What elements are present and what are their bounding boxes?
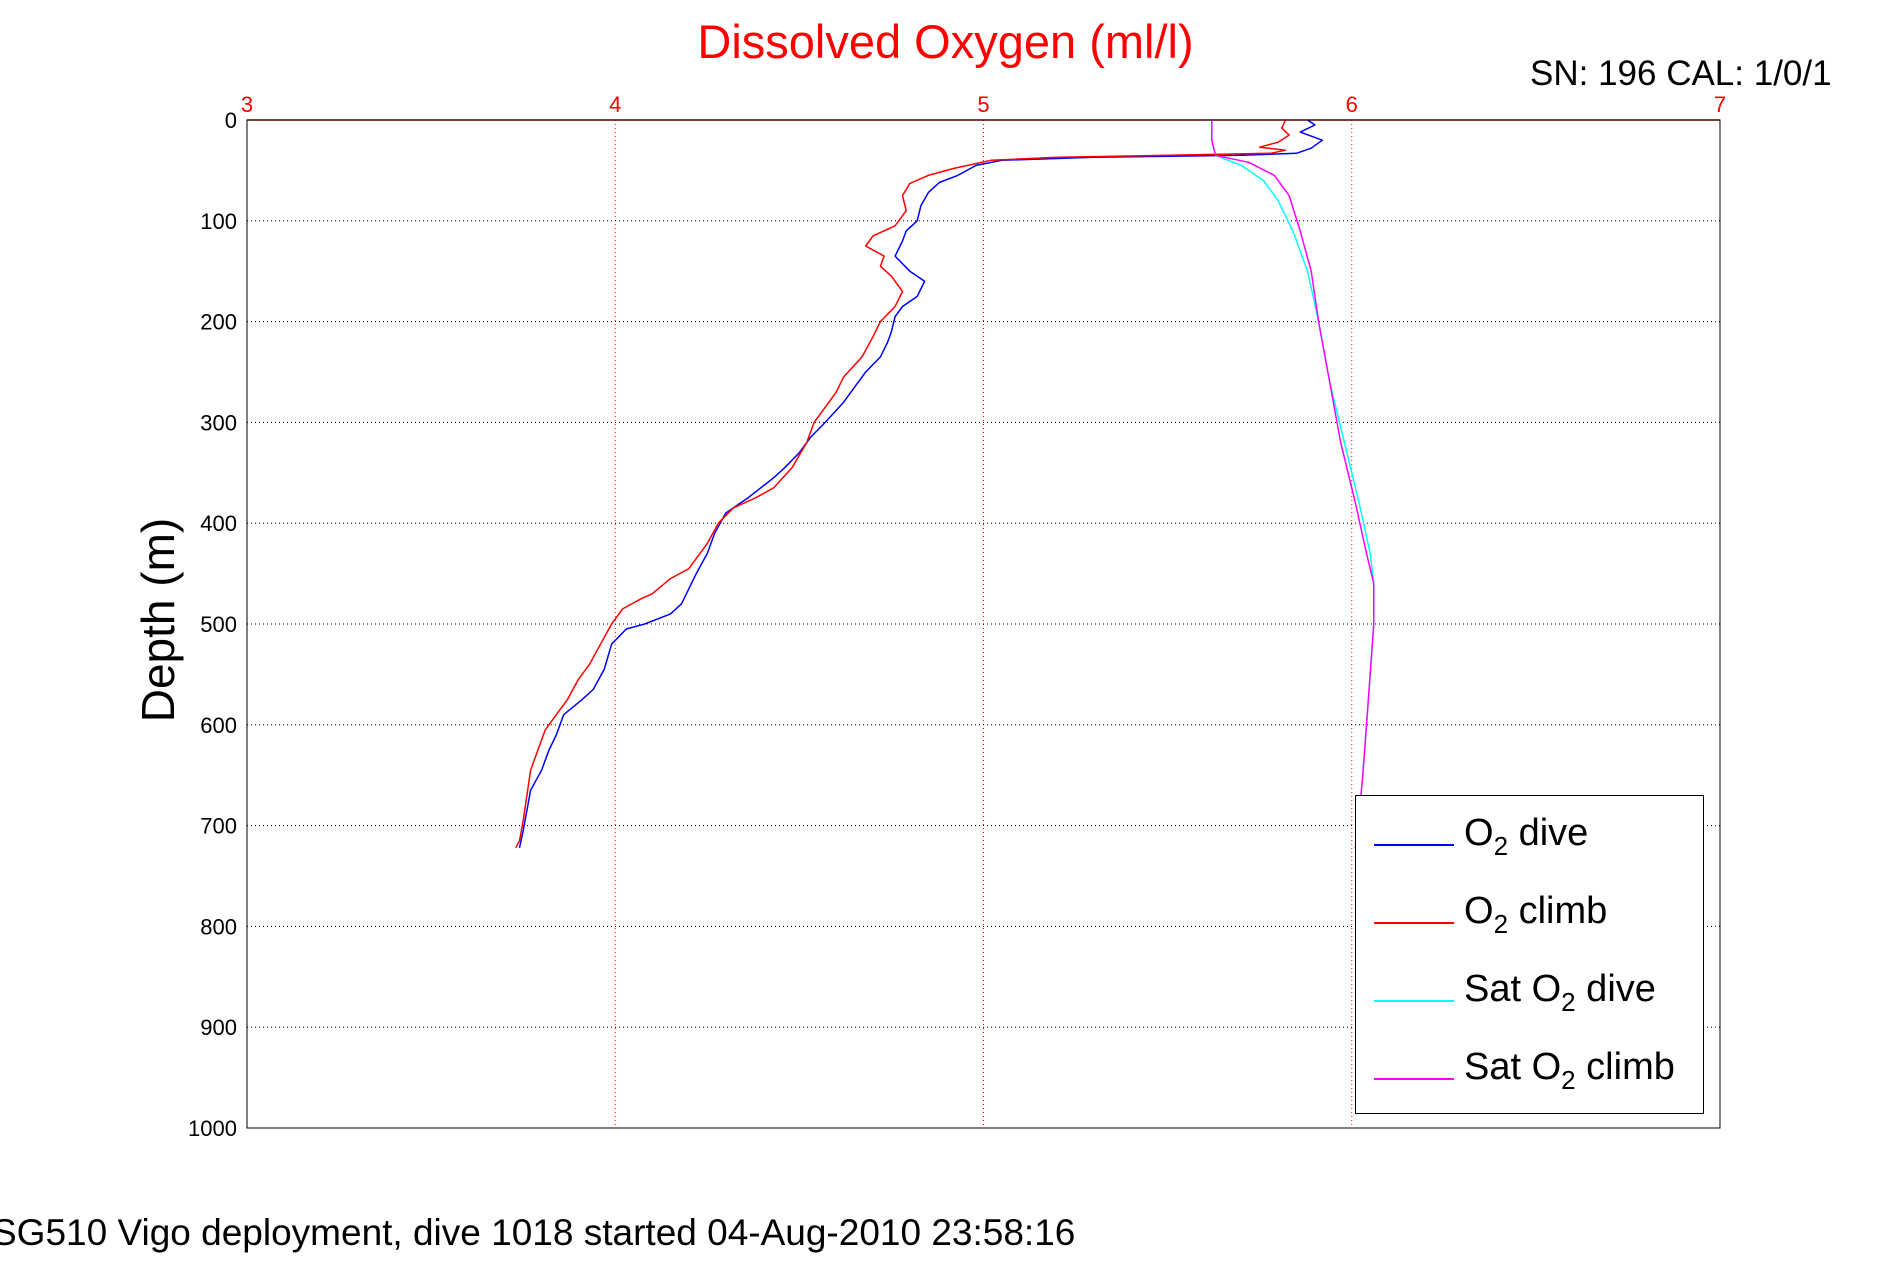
legend-swatch-sat-o2-dive — [1374, 1000, 1454, 1002]
y-tick-label: 0 — [225, 108, 237, 133]
legend-label-sat-o2-climb: Sat O2 climb — [1464, 1046, 1675, 1095]
y-tick-label: 900 — [200, 1015, 237, 1040]
y-tick-label: 800 — [200, 914, 237, 939]
legend-label-sat-o2-dive: Sat O2 dive — [1464, 968, 1656, 1017]
y-tick-label: 500 — [200, 612, 237, 637]
y-tick-label: 600 — [200, 713, 237, 738]
x-tick-label: 7 — [1714, 92, 1726, 117]
legend-entry-sat-o2-dive: Sat O2 dive — [1356, 958, 1705, 1036]
y-axis-label: Depth (m) — [132, 517, 184, 723]
legend: O2 dive O2 climb Sat O2 dive Sat O2 clim… — [1355, 795, 1704, 1114]
series-line-sat-o2-dive — [1211, 120, 1375, 848]
y-tick-label: 100 — [200, 209, 237, 234]
series-line-o2-dive — [518, 119, 1324, 848]
legend-swatch-o2-climb — [1374, 922, 1454, 924]
y-tick-label: 700 — [200, 814, 237, 839]
x-tick-label: 6 — [1346, 92, 1358, 117]
serial-calibration-label: SN: 196 CAL: 1/0/1 — [1530, 54, 1832, 93]
legend-label-o2-climb: O2 climb — [1464, 890, 1608, 939]
legend-entry-o2-climb: O2 climb — [1356, 880, 1705, 958]
x-tick-label: 5 — [977, 92, 989, 117]
x-tick-label: 4 — [609, 92, 621, 117]
y-tick-label: 1000 — [188, 1116, 237, 1141]
plot-frame — [246, 119, 1721, 1129]
legend-swatch-o2-dive — [1374, 844, 1454, 846]
y-tick-label: 200 — [200, 310, 237, 335]
y-tick-label: 400 — [200, 511, 237, 536]
y-tick-label: 300 — [200, 410, 237, 435]
series-line-o2-climb — [515, 119, 1290, 849]
legend-swatch-sat-o2-climb — [1374, 1078, 1454, 1080]
data-series — [515, 119, 1375, 849]
legend-label-o2-dive: O2 dive — [1464, 812, 1589, 861]
chart-title: Dissolved Oxygen (ml/l) — [697, 15, 1194, 68]
x-tick-label: 3 — [241, 92, 253, 117]
series-line-sat-o2-climb — [1211, 120, 1375, 848]
dive-caption: SG510 Vigo deployment, dive 1018 started… — [0, 1212, 1076, 1253]
legend-entry-o2-dive: O2 dive — [1356, 802, 1705, 880]
legend-entry-sat-o2-climb: Sat O2 climb — [1356, 1036, 1705, 1114]
